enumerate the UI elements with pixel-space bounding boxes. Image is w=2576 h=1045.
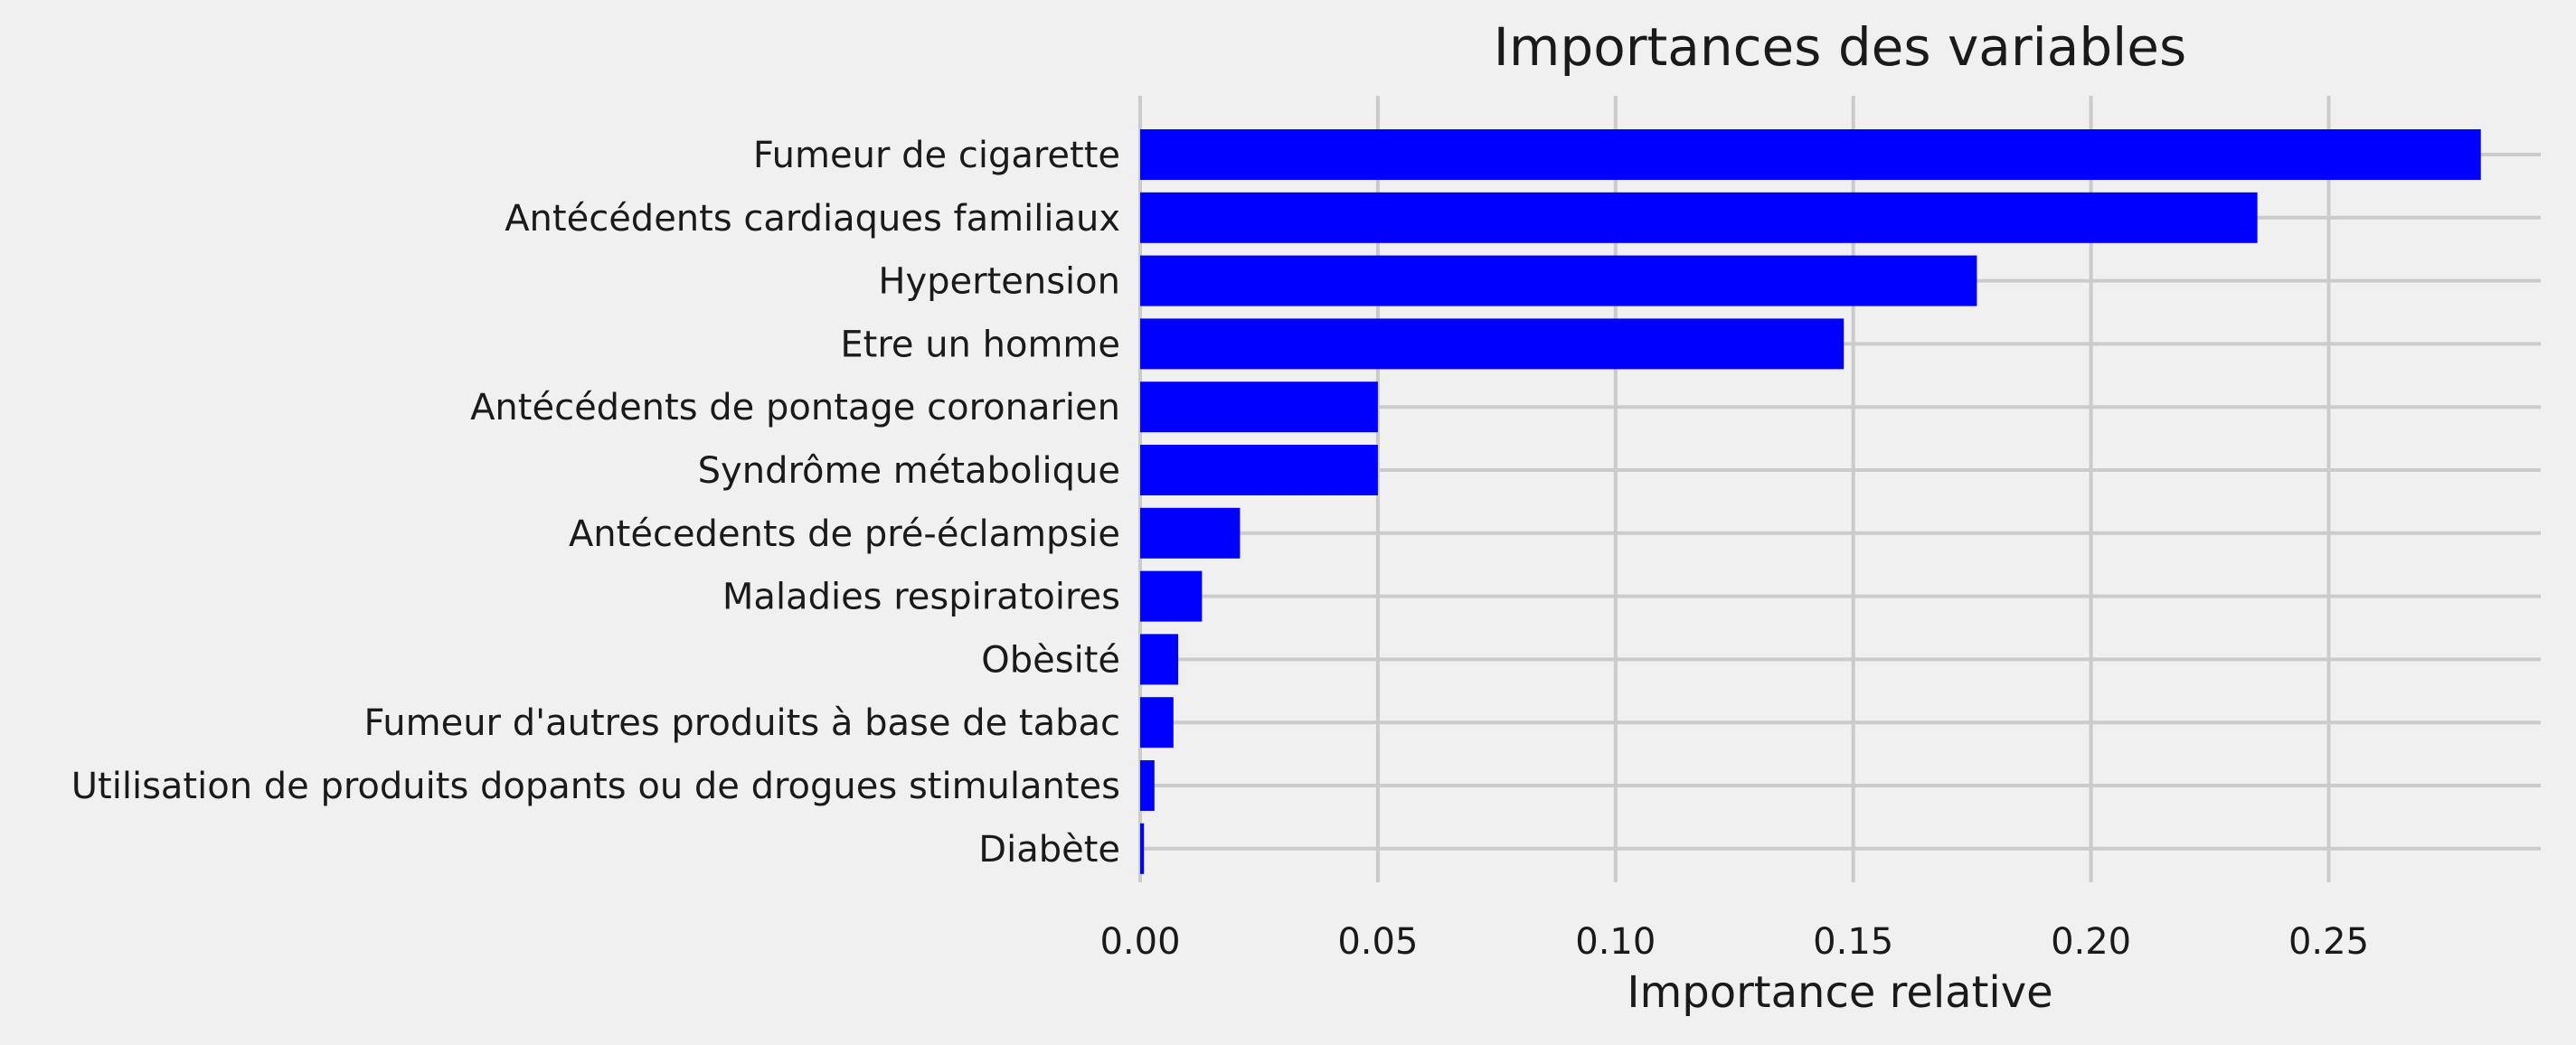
x-tick-label: 0.00 <box>1099 921 1180 963</box>
bar <box>1140 192 2258 243</box>
bar <box>1140 823 1145 874</box>
x-tick-label: 0.15 <box>1813 921 1893 963</box>
bar <box>1140 445 1378 495</box>
category-label: Fumeur de cigarette <box>753 135 1120 176</box>
bar <box>1140 760 1155 811</box>
category-label: Etre un homme <box>840 324 1120 365</box>
bar <box>1140 381 1378 433</box>
category-labels: Fumeur de cigarette Antécédents cardiaque… <box>71 135 1120 871</box>
bar <box>1140 255 1977 306</box>
x-tick-label: 0.05 <box>1337 921 1418 963</box>
bars <box>1140 129 2481 874</box>
category-label: Fumeur d'autres produits à base de tabac <box>363 702 1120 744</box>
category-label: Syndrôme métabolique <box>698 450 1120 492</box>
x-tick-label: 0.20 <box>2051 921 2131 963</box>
category-label: Diabète <box>978 829 1120 871</box>
category-label: Obèsité <box>981 639 1120 681</box>
bar <box>1140 507 1241 559</box>
chart-title: Importances des variables <box>1494 16 2186 78</box>
category-label: Hypertension <box>878 261 1120 303</box>
x-tick-labels: 0.00 0.05 0.10 0.15 0.20 0.25 <box>1099 921 2369 963</box>
x-axis-label: Importance relative <box>1627 967 2052 1018</box>
bar <box>1140 129 2481 180</box>
category-label: Utilisation de produits dopants ou de dr… <box>71 766 1120 807</box>
bar <box>1140 697 1174 748</box>
bar <box>1140 318 1845 370</box>
x-tick-label: 0.25 <box>2288 921 2369 963</box>
x-tick-label: 0.10 <box>1575 921 1656 963</box>
bar <box>1140 570 1203 622</box>
category-label: Antécedents de pré-éclampsie <box>569 513 1120 555</box>
category-label: Antécédents de pontage coronarien <box>470 387 1120 428</box>
bar <box>1140 634 1179 685</box>
category-label: Maladies respiratoires <box>722 577 1120 618</box>
category-label: Antécédents cardiaques familiaux <box>505 198 1120 240</box>
